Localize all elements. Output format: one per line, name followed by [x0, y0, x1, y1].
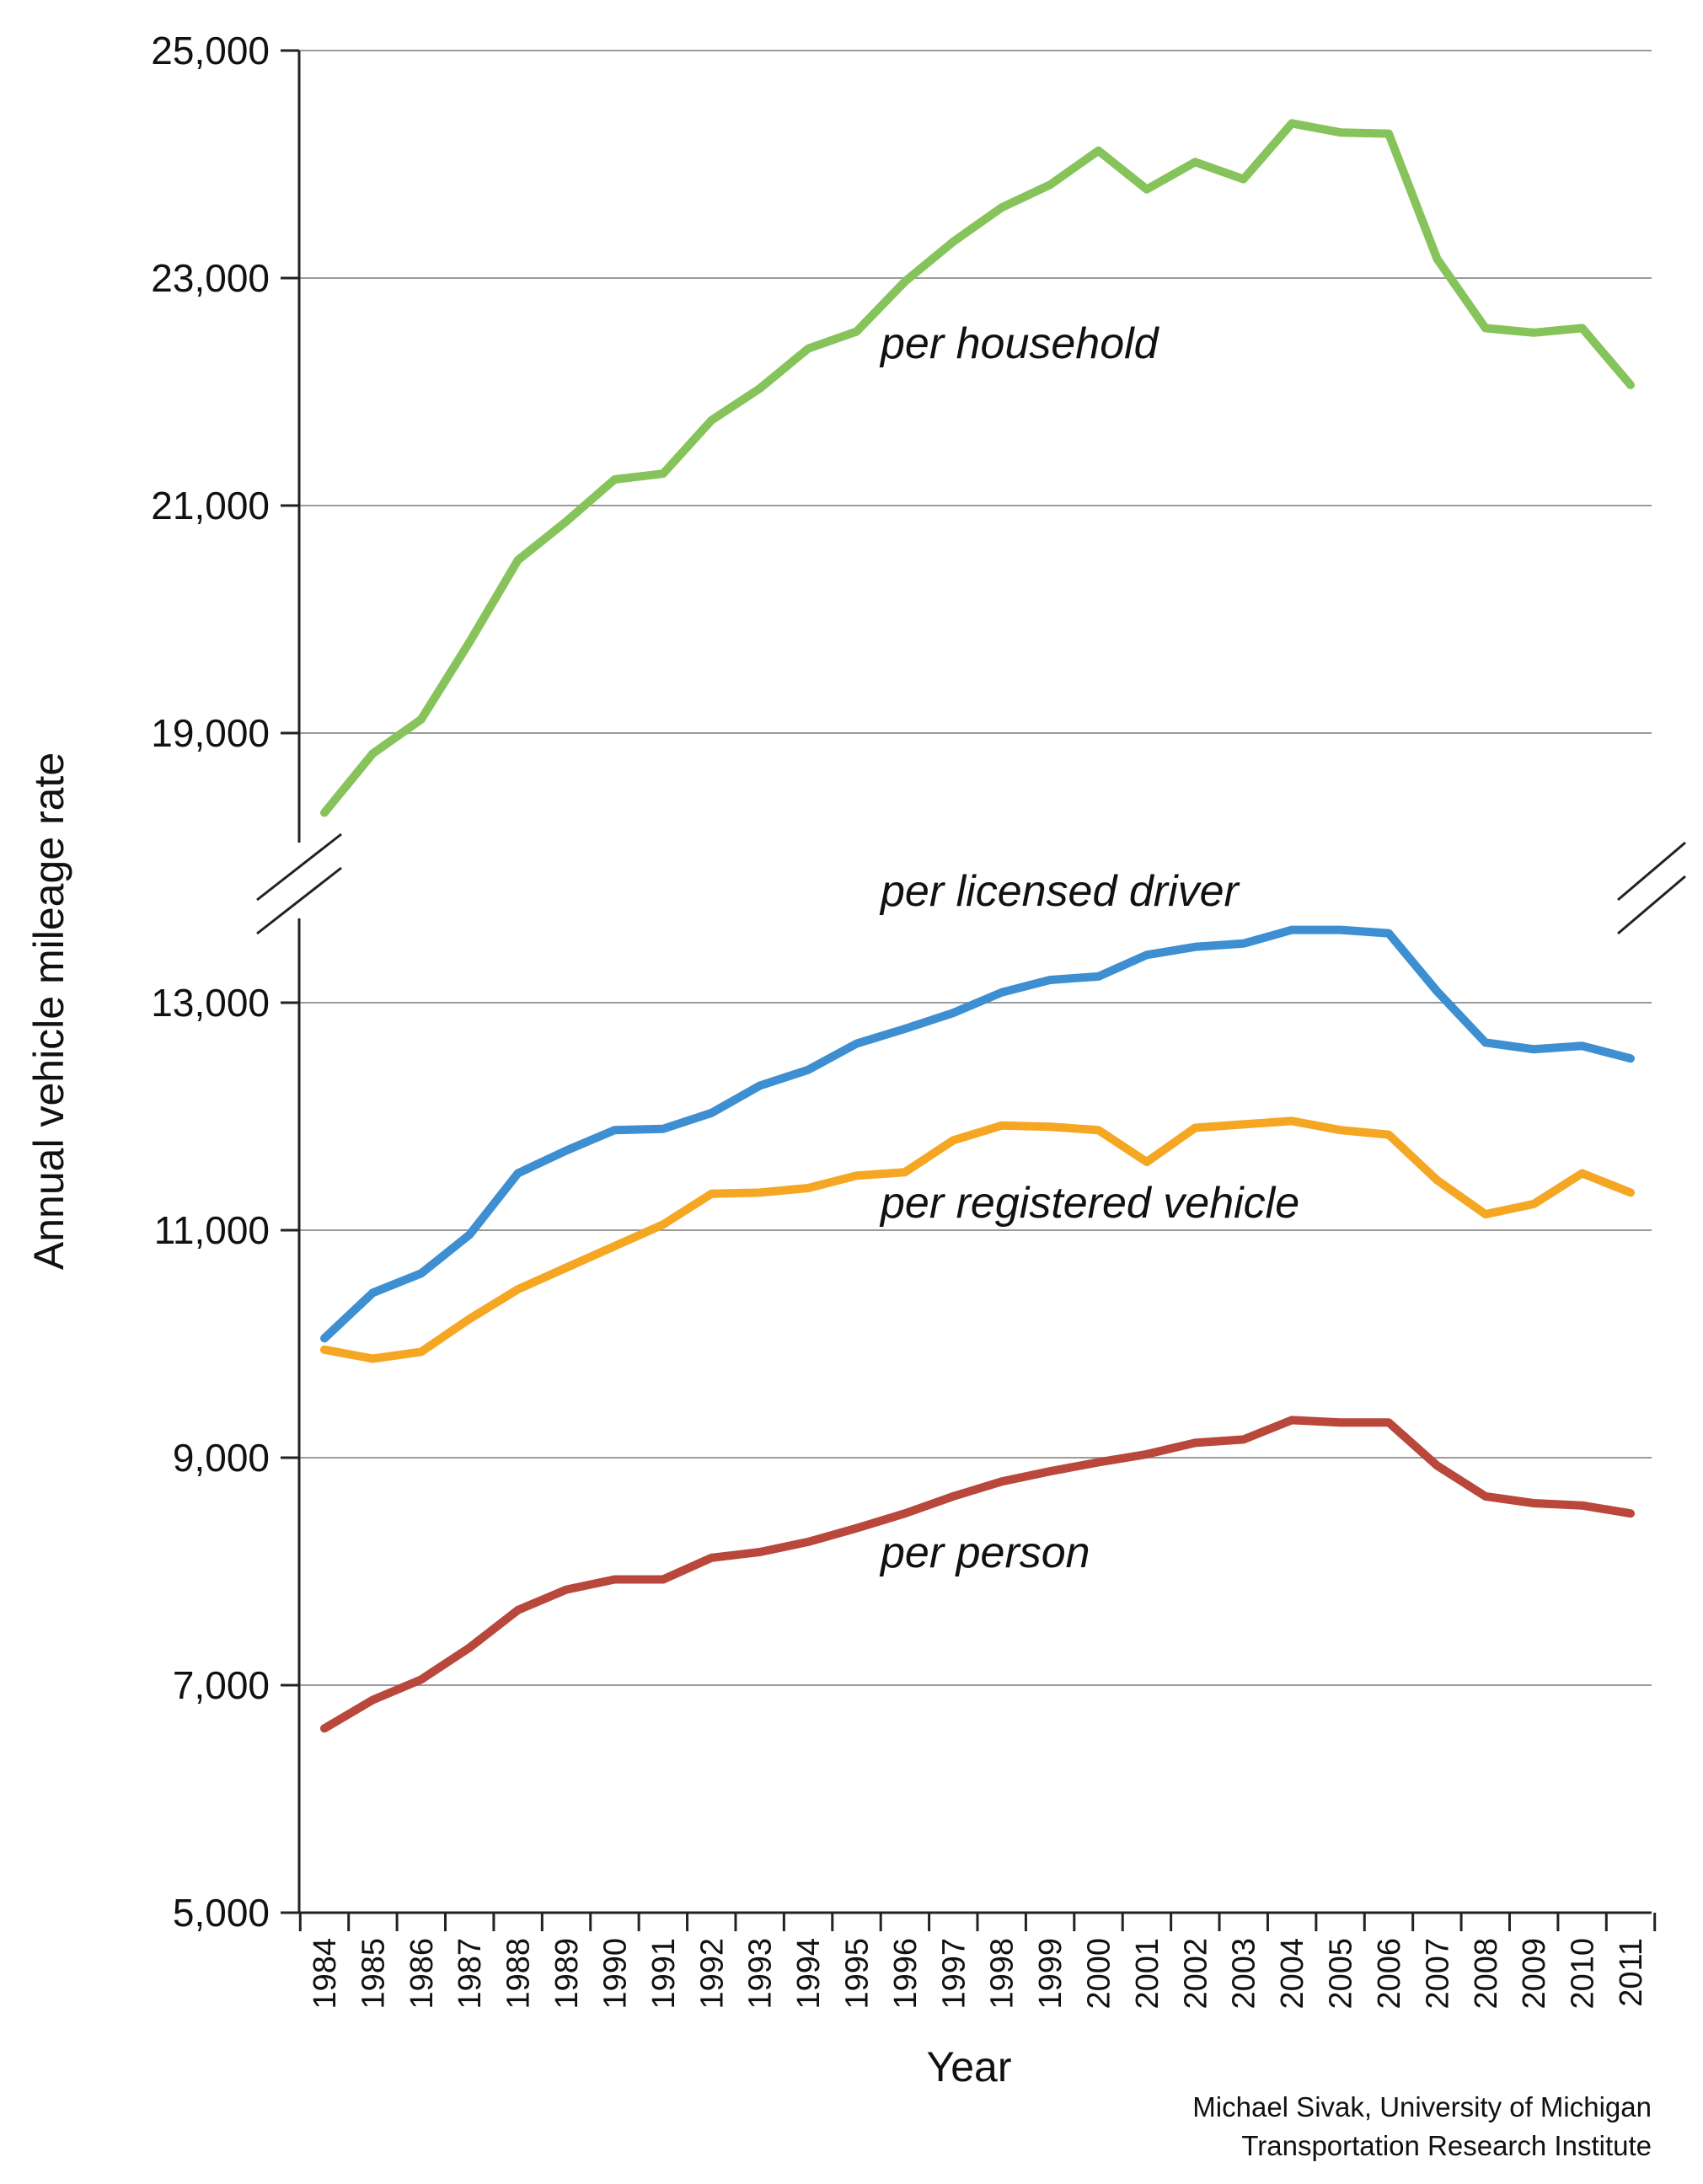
x-tick-label: 2002 — [1178, 1938, 1213, 2010]
x-tick-label: 1987 — [453, 1938, 488, 2010]
x-tick-labels: 1984 1985 1986 1987 1988 1989 1990 1991 1992 1993… — [298, 1913, 1657, 2010]
data-series — [320, 119, 1635, 1733]
x-tick-label: 2004 — [1275, 1938, 1310, 2010]
series-line-per-household — [320, 119, 1635, 817]
axis-break-mark-right-top — [1617, 841, 1686, 902]
axis-break-mark-left-top — [256, 832, 342, 902]
axis-break-mark-right-bottom — [1617, 875, 1686, 935]
x-tick-label: 1992 — [694, 1938, 730, 2010]
x-tick-label: 1984 — [308, 1938, 343, 2010]
x-tick-label: 1990 — [597, 1938, 633, 2010]
series-line-per-person — [320, 1416, 1635, 1733]
x-tick-label: 2007 — [1420, 1938, 1455, 2010]
y-tick-labels: 19,000 21,000 23,000 25,000 5,000 7,000 9,000 1… — [151, 29, 270, 1935]
series-label-per-person: per person — [879, 1528, 1090, 1577]
y-tick-label: 13,000 — [151, 981, 270, 1025]
x-tick-label: 1998 — [985, 1938, 1020, 2010]
x-tick-label: 1994 — [791, 1938, 827, 2010]
x-tick-label: 1991 — [646, 1938, 682, 2010]
y-tick-label: 21,000 — [151, 484, 270, 527]
y-tick-label: 7,000 — [173, 1663, 270, 1707]
axis-break-mark-left-bottom — [256, 866, 342, 935]
series-label-per-household: per household — [879, 319, 1160, 368]
series-label-per-licensed-driver: per licensed driver — [879, 867, 1241, 916]
series-label-per-registered-vehicle: per registered vehicle — [879, 1179, 1299, 1228]
series-line-per-licensed-driver — [320, 925, 1635, 1343]
x-tick-label: 1989 — [549, 1938, 585, 2010]
x-tick-label: 1997 — [936, 1938, 972, 2010]
y-tick-label: 5,000 — [173, 1891, 270, 1935]
y-axis-label: Annual vehicle mileage rate — [25, 752, 72, 1270]
x-tick-label: 2005 — [1324, 1938, 1359, 2010]
x-tick-label: 2006 — [1372, 1938, 1407, 2010]
y-tick-label: 9,000 — [173, 1436, 270, 1480]
x-tick-label: 2009 — [1517, 1938, 1552, 2010]
x-tick-label: 2008 — [1469, 1938, 1504, 2010]
axes — [256, 51, 1686, 1914]
x-tick-label: 2001 — [1130, 1938, 1165, 2010]
x-tick-label: 2010 — [1566, 1938, 1601, 2010]
x-tick-label: 1995 — [839, 1938, 875, 2010]
x-tick-label: 1993 — [743, 1938, 779, 2010]
y-tick-label: 23,000 — [151, 256, 270, 300]
x-axis-label: Year — [926, 2043, 1011, 2090]
x-tick-label: 2003 — [1227, 1938, 1262, 2010]
y-tick-label: 11,000 — [154, 1208, 270, 1252]
x-tick-label: 1985 — [356, 1938, 391, 2010]
credit-line-2: Transportation Research Institute — [1241, 2130, 1652, 2161]
x-tick-label: 1996 — [888, 1938, 924, 2010]
x-tick-label: 1988 — [501, 1938, 537, 2010]
y-tick-label: 19,000 — [151, 711, 270, 755]
x-tick-label: 2011 — [1614, 1938, 1649, 2007]
series-labels: per household per licensed driver per regi… — [879, 319, 1299, 1577]
series-line-per-registered-vehicle — [320, 1116, 1635, 1363]
y-tick-label: 25,000 — [151, 29, 270, 72]
x-tick-label: 1999 — [1033, 1938, 1068, 2010]
x-tick-label: 2000 — [1082, 1938, 1117, 2010]
x-tick-label: 1986 — [404, 1938, 440, 2010]
credit-line-1: Michael Sivak, University of Michigan — [1192, 2091, 1652, 2122]
